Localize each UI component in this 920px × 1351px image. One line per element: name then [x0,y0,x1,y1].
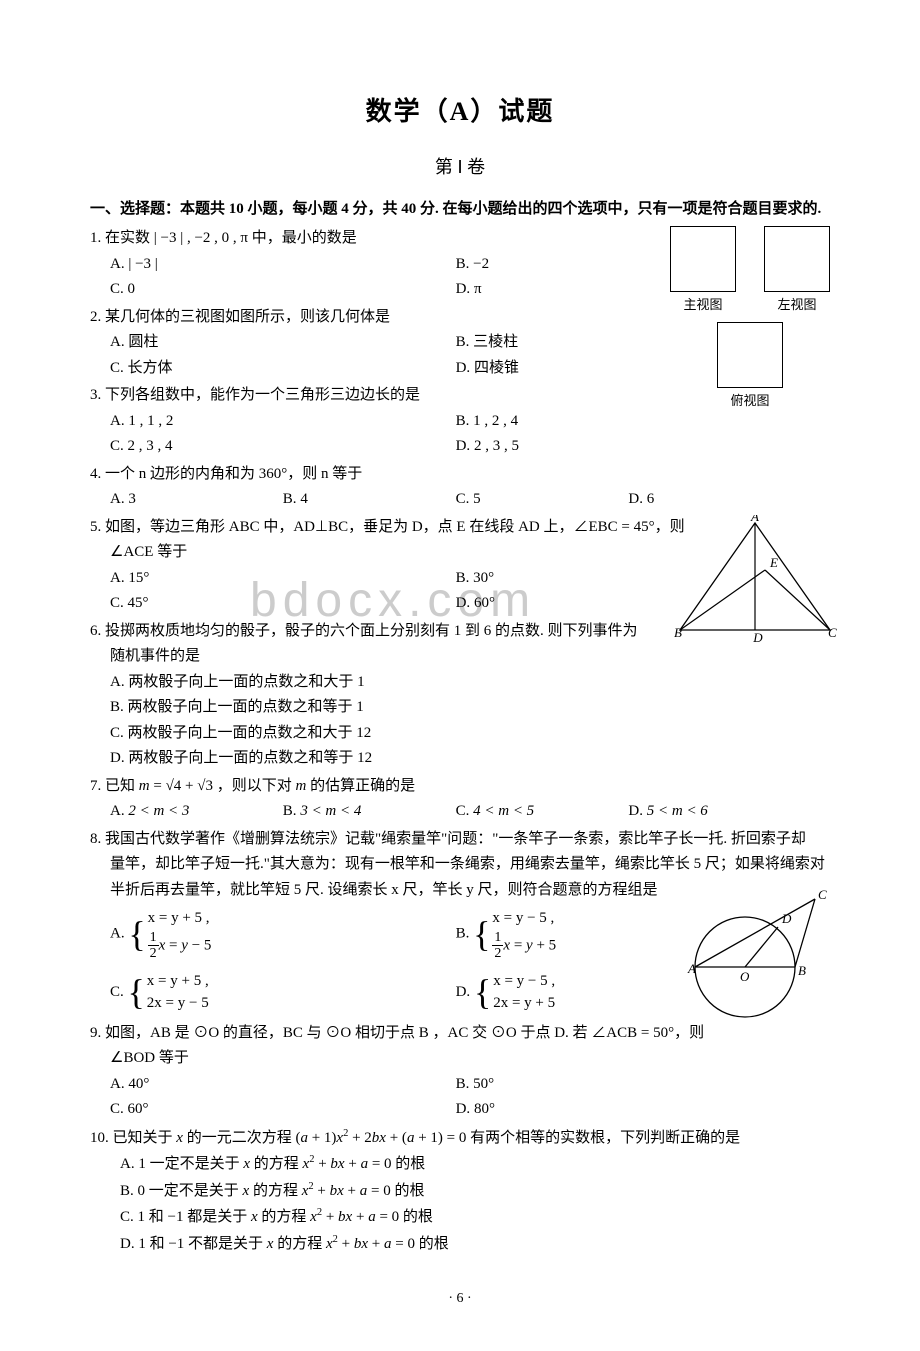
page-number: · 6 · [90,1287,830,1311]
q2-opt-d: D. 四棱锥 [456,356,802,382]
q5-opt-c: C. 45° [110,591,456,617]
q3-opt-a: A. 1 , 1 , 2 [110,409,456,435]
question-3: 3. 下列各组数中，能作为一个三角形三边边长的是 A. 1 , 1 , 2 B.… [90,383,830,460]
q2-opt-b: B. 三棱柱 [456,330,802,356]
q1-opt-c: C. 0 [110,277,456,303]
q8-opt-c: C. {x = y + 5 ,2x = y − 5 [110,970,456,1015]
q10-opt-b: B. 0 一定不是关于 x 的方程 x2 + bx + a = 0 的根 [90,1178,830,1205]
question-10: 10. 已知关于 x 的一元二次方程 (a + 1)x2 + 2bx + (a … [90,1125,830,1258]
front-view-box [670,226,736,292]
question-4: 4. 一个 n 边形的内角和为 360°，则 n 等于 A. 3 B. 4 C.… [90,462,830,513]
q1-num: 1. [90,230,101,246]
question-5: 5. 如图，等边三角形 ABC 中，AD⊥BC，垂足为 D，点 E 在线段 AD… [90,515,830,617]
exam-subtitle: 第 Ⅰ 卷 [90,152,830,183]
q7-opt-a: A. 2 < m < 3 [110,799,283,825]
question-2: 2. 某几何体的三视图如图所示，则该几何体是 A. 圆柱 B. 三棱柱 C. 长… [90,305,830,382]
circle-figure: A B C D O [670,887,840,1037]
svg-text:A: A [750,515,759,524]
q6-opt-b: B. 两枚骰子向上一面的点数之和等于 1 [90,695,830,721]
q9-opt-d: D. 80° [456,1097,802,1123]
q5-opt-a: A. 15° [110,566,456,592]
svg-text:B: B [798,963,806,978]
q6-opt-a: A. 两枚骰子向上一面的点数之和大于 1 [90,670,830,696]
question-6: 6. 投掷两枚质地均匀的骰子，骰子的六个面上分别刻有 1 到 6 的点数. 则下… [90,619,830,772]
q6-opt-c: C. 两枚骰子向上一面的点数之和大于 12 [90,721,830,747]
svg-text:A: A [687,961,696,976]
q10-opt-d: D. 1 和 −1 不都是关于 x 的方程 x2 + bx + a = 0 的根 [90,1231,830,1258]
q10-opt-c: C. 1 和 −1 都是关于 x 的方程 x2 + bx + a = 0 的根 [90,1204,830,1231]
section-header: 一、选择题：本题共 10 小题，每小题 4 分，共 40 分. 在每小题给出的四… [90,197,830,223]
q7-opt-c: C. 4 < m < 5 [456,799,629,825]
q4-opt-a: A. 3 [110,487,283,513]
q9-opt-c: C. 60° [110,1097,456,1123]
q10-stem: 已知关于 x 的一元二次方程 (a + 1)x2 + 2bx + (a + 1)… [113,1130,741,1146]
svg-text:C: C [818,887,827,902]
question-9: 9. 如图，AB 是 ⊙O 的直径，BC 与 ⊙O 相切于点 B ，AC 交 ⊙… [90,1021,830,1123]
page-content: 数学（A）试题 第 Ⅰ 卷 一、选择题：本题共 10 小题，每小题 4 分，共 … [90,90,830,1311]
q7-opt-b: B. 3 < m < 4 [283,799,456,825]
q4-opt-c: C. 5 [456,487,629,513]
q4-opt-b: B. 4 [283,487,456,513]
svg-text:O: O [740,969,750,984]
q10-opt-a: A. 1 一定不是关于 x 的方程 x2 + bx + a = 0 的根 [90,1151,830,1178]
q7-opt-d: D. 5 < m < 6 [628,799,801,825]
question-1: 1. 在实数 | −3 | , −2 , 0 , π 中，最小的数是 A. | … [90,226,830,303]
q1-opt-a: A. | −3 | [110,252,456,278]
left-view-box [764,226,830,292]
exam-title: 数学（A）试题 [90,90,830,134]
svg-text:D: D [781,911,792,926]
q2-opt-c: C. 长方体 [110,356,456,382]
q9-opt-a: A. 40° [110,1072,456,1098]
q3-opt-b: B. 1 , 2 , 4 [456,409,802,435]
svg-text:E: E [769,555,778,570]
q1-stem: 在实数 | −3 | , −2 , 0 , π 中，最小的数是 [105,230,357,246]
question-7: 7. 已知 m = √4 + √3 ，则以下对 m 的估算正确的是 A. 2 <… [90,774,830,825]
q2-opt-a: A. 圆柱 [110,330,456,356]
q6-opt-d: D. 两枚骰子向上一面的点数之和等于 12 [90,746,830,772]
q3-opt-c: C. 2 , 3 , 4 [110,434,456,460]
q4-opt-d: D. 6 [628,487,801,513]
q3-opt-d: D. 2 , 3 , 5 [456,434,802,460]
q7-stem: 已知 m = √4 + √3 ，则以下对 m 的估算正确的是 [105,778,415,794]
question-8: 8. 我国古代数学著作《增删算法统宗》记载"绳索量竿"问题："一条竿子一条索，索… [90,827,830,1019]
q9-opt-b: B. 50° [456,1072,802,1098]
q8-opt-a: A. {x = y + 5 ,12x = y − 5 [110,907,456,961]
